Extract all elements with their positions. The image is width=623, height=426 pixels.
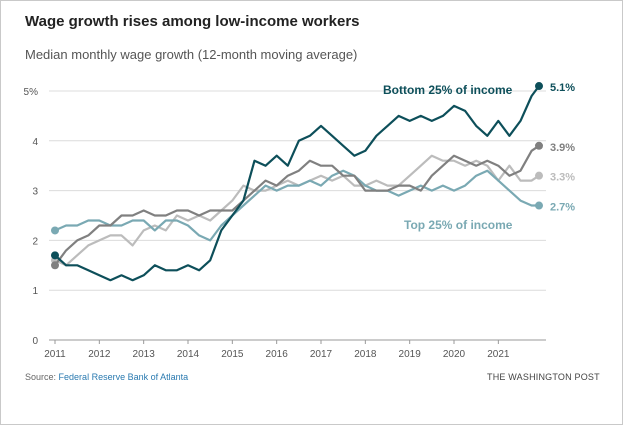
grid-layer xyxy=(49,90,546,341)
series-name-label-bottom: Bottom 25% of income xyxy=(383,83,513,97)
x-tick-label: 2016 xyxy=(266,349,289,360)
publisher-credit: THE WASHINGTON POST xyxy=(487,372,600,382)
series-end-point-1 xyxy=(535,141,543,150)
series-end-label-1: 3.9% xyxy=(550,142,575,154)
series-end-point-0 xyxy=(535,82,543,91)
x-tick-label: 2014 xyxy=(177,349,200,360)
series-end-point-2 xyxy=(535,171,543,180)
series-start-point-0 xyxy=(51,251,59,260)
source-prefix: Source: xyxy=(25,372,57,382)
x-tick-label: 2018 xyxy=(354,349,377,360)
series-start-point-3 xyxy=(51,226,59,235)
series-end-label-0: 5.1% xyxy=(550,82,575,94)
series-end-label-3: 2.7% xyxy=(550,202,575,214)
y-tick-label: 5% xyxy=(24,87,39,98)
y-tick-label: 4 xyxy=(32,137,38,148)
x-tick-label: 2012 xyxy=(88,349,111,360)
x-tick-label: 2019 xyxy=(399,349,422,360)
series-line-0 xyxy=(53,84,541,282)
series-end-label-2: 3.3% xyxy=(550,172,575,184)
chart-subtitle: Median monthly wage growth (12-month mov… xyxy=(25,47,358,62)
series-start-point-1 xyxy=(51,261,59,270)
x-tick-label: 2020 xyxy=(443,349,466,360)
x-tick-label: 2013 xyxy=(133,349,156,360)
y-tick-label: 2 xyxy=(32,236,38,247)
series-line-3 xyxy=(53,169,541,242)
source-note: Source: Federal Reserve Bank of Atlanta xyxy=(25,372,188,382)
series-end-point-3 xyxy=(535,201,543,210)
chart-title: Wage growth rises among low-income worke… xyxy=(25,13,360,30)
series-name-label-top: Top 25% of income xyxy=(404,218,513,232)
axis-layer: 0 1 2 3 4 5% 2011 2012 2013 2014 2015 2016 2017 2018 2… xyxy=(24,87,510,360)
y-tick-label: 1 xyxy=(32,286,38,297)
x-tick-label: 2015 xyxy=(221,349,244,360)
label-layer: 5.1% 3.9% 3.3% 2.7% Bottom 25% of income Top … xyxy=(383,82,575,232)
source-link[interactable]: Federal Reserve Bank of Atlanta xyxy=(58,372,189,382)
series-line-1 xyxy=(53,144,541,267)
y-tick-label: 3 xyxy=(32,187,38,198)
series-layer xyxy=(51,82,543,282)
x-tick-label: 2017 xyxy=(310,349,333,360)
x-tick-label: 2021 xyxy=(487,349,510,360)
y-tick-label: 0 xyxy=(32,336,38,347)
x-tick-label: 2011 xyxy=(44,349,66,360)
